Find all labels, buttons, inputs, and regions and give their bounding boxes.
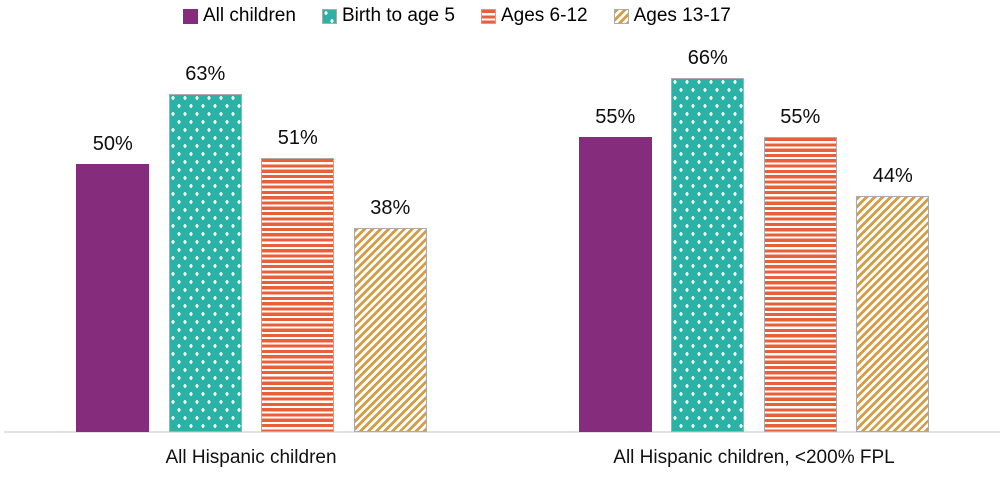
legend-label-ages-6-12: Ages 6-12	[500, 5, 588, 26]
bar-value-label-ages-6-12-all-hispanic-children-200-fpl: 55%	[780, 106, 821, 128]
chart-legend: All children Birth to age 5 Ages 6-12 Ag…	[183, 5, 731, 27]
legend-item-birth-to-age-5: Birth to age 5	[321, 5, 455, 27]
legend-swatch-all-children	[183, 8, 198, 24]
bar-birth-to-age-5-all-hispanic-children-200-fpl	[671, 78, 745, 432]
bar-birth-to-age-5-all-hispanic-children	[168, 94, 242, 432]
bar-all-children-all-hispanic-children	[76, 164, 150, 432]
bar-ages-13-17-all-hispanic-children-200-fpl	[856, 196, 930, 432]
legend-item-all-children: All children	[183, 5, 296, 27]
bar-value-label-ages-13-17-all-hispanic-children-200-fpl: 44%	[872, 165, 913, 187]
legend-item-ages-13-17: Ages 13-17	[613, 5, 731, 27]
bar-value-label-birth-to-age-5-all-hispanic-children: 63%	[185, 63, 226, 85]
legend-label-birth-to-age-5: Birth to age 5	[341, 5, 455, 26]
bar-value-label-birth-to-age-5-all-hispanic-children-200-fpl: 66%	[687, 47, 728, 69]
bar-ages-6-12-all-hispanic-children	[261, 158, 335, 432]
bar-value-label-ages-6-12-all-hispanic-children: 51%	[277, 127, 318, 149]
legend-swatch-ages-13-17	[613, 8, 629, 24]
bar-value-label-all-children-all-hispanic-children: 50%	[92, 133, 133, 155]
bar-value-label-all-children-all-hispanic-children-200-fpl: 55%	[595, 106, 636, 128]
legend-label-all-children: All children	[203, 5, 296, 26]
legend-label-ages-13-17: Ages 13-17	[633, 5, 731, 26]
x-axis-line	[4, 431, 1000, 433]
bar-value-label-ages-13-17-all-hispanic-children: 38%	[370, 197, 411, 219]
plot-area: 50% 63% 51% 38% 55% 66% 55% 44%	[4, 47, 1000, 433]
bar-ages-6-12-all-hispanic-children-200-fpl	[763, 137, 837, 432]
category-label-all-hispanic-children-200-fpl: All Hispanic children, <200% FPL	[613, 447, 895, 468]
legend-item-ages-6-12: Ages 6-12	[480, 5, 588, 27]
legend-swatch-ages-6-12	[480, 8, 496, 24]
legend-swatch-birth-to-age-5	[321, 8, 337, 24]
bar-ages-13-17-all-hispanic-children	[353, 228, 427, 432]
bar-all-children-all-hispanic-children-200-fpl	[578, 137, 652, 432]
category-label-all-hispanic-children: All Hispanic children	[165, 447, 337, 468]
